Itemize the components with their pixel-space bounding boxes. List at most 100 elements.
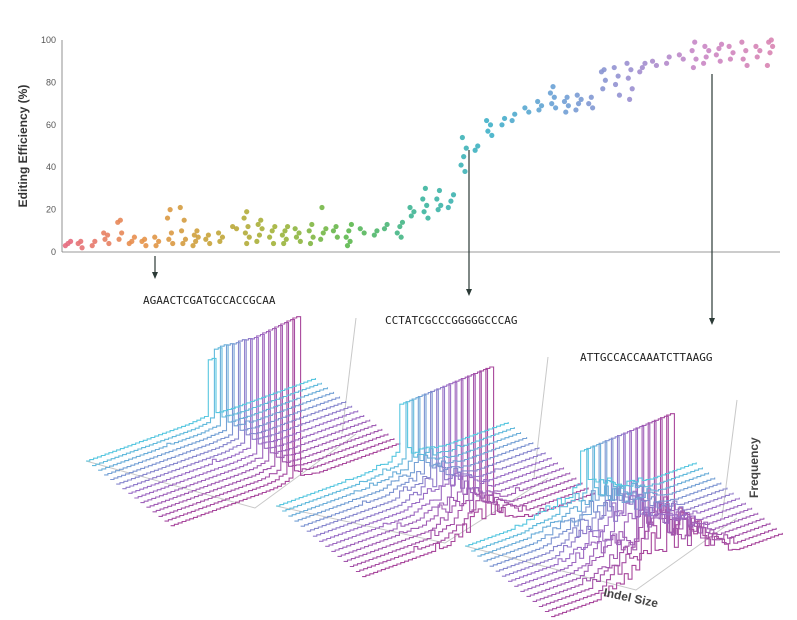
data-point (381, 226, 388, 232)
data-point (233, 226, 240, 232)
waterfall-trace (282, 399, 515, 512)
data-point (536, 107, 542, 113)
waterfall-trace (276, 402, 509, 507)
data-point (588, 94, 594, 100)
data-point (730, 50, 736, 56)
data-point (167, 207, 173, 213)
waterfall-trace (495, 436, 728, 572)
data-point (407, 204, 413, 211)
data-point (768, 37, 774, 43)
data-point (166, 236, 172, 242)
data-point (753, 43, 759, 49)
data-point (254, 238, 260, 244)
data-point (639, 64, 645, 71)
data-point (653, 62, 660, 69)
data-point (330, 228, 337, 234)
waterfall-trace (483, 441, 716, 562)
data-point (501, 115, 508, 122)
waterfall-trace (164, 319, 395, 522)
y-tick-label: 60 (46, 120, 56, 130)
data-point (256, 232, 263, 238)
data-point (244, 209, 250, 215)
data-point (310, 234, 316, 240)
waterfall-trace (532, 420, 765, 602)
data-point (424, 202, 430, 208)
data-point (615, 73, 621, 79)
frequency-label: Frequency (747, 437, 761, 498)
waterfall-trace (508, 431, 740, 582)
data-point (152, 234, 158, 240)
data-point (399, 219, 406, 225)
data-point (89, 243, 95, 249)
data-point (512, 111, 518, 117)
data-point (663, 60, 670, 66)
data-point (425, 215, 431, 221)
data-point (384, 221, 390, 228)
data-point (590, 105, 596, 111)
data-point (193, 238, 199, 244)
data-point (727, 56, 734, 62)
data-point (680, 56, 686, 62)
data-point (242, 230, 248, 236)
data-point (717, 58, 723, 64)
y-tick-label: 0 (51, 247, 56, 257)
data-point (624, 60, 630, 66)
waterfall-trace (288, 397, 522, 517)
data-point (270, 240, 277, 247)
waterfall-trace (158, 322, 389, 517)
data-point (526, 109, 532, 115)
sequence-annotations: AGAACTCGATGCCACCGCAA CCTATCGCCCGGGGGCCCA… (143, 74, 715, 364)
waterfall-trace (355, 368, 589, 573)
data-point (106, 240, 112, 247)
data-point (306, 228, 312, 234)
data-point (156, 238, 162, 244)
data-point (586, 101, 592, 107)
data-point (743, 48, 749, 54)
waterfall-trace (312, 386, 546, 537)
data-point (116, 236, 122, 242)
data-point (770, 43, 776, 49)
data-point (267, 234, 273, 240)
data-point (463, 145, 469, 151)
data-point (509, 117, 515, 124)
data-point (549, 101, 555, 107)
data-point (178, 228, 185, 234)
data-point (203, 236, 209, 242)
sequence-label-3: ATTGCCACCAAATCTTAAGG (580, 351, 712, 364)
data-point (361, 230, 367, 236)
data-point (611, 64, 617, 71)
data-point (462, 168, 468, 175)
data-point (241, 215, 247, 221)
data-point (282, 228, 288, 234)
data-point (245, 223, 251, 230)
data-point (180, 240, 186, 247)
data-point (293, 234, 300, 240)
data-point (575, 101, 582, 107)
data-point (78, 238, 84, 244)
y-tick-labels: 0 20 40 60 80 100 (41, 35, 56, 257)
data-point (397, 223, 403, 230)
data-point (573, 107, 579, 113)
data-point (535, 98, 541, 105)
data-point (246, 234, 252, 240)
data-point (244, 240, 250, 247)
y-tick-label: 100 (41, 35, 56, 45)
data-point (320, 230, 326, 236)
data-point (283, 236, 289, 242)
waterfall-trace (538, 418, 771, 608)
waterfall-wall (721, 399, 738, 519)
waterfall-trace (116, 339, 347, 485)
data-point (102, 236, 108, 242)
data-point (435, 207, 441, 213)
data-point (702, 43, 708, 49)
data-point (170, 240, 176, 247)
waterfall-floor (464, 517, 738, 591)
data-point (333, 223, 339, 230)
data-point (219, 234, 226, 240)
data-point (716, 45, 722, 52)
data-point (538, 103, 545, 109)
data-point (489, 132, 495, 138)
data-point (279, 232, 285, 238)
waterfall-trace (526, 423, 759, 597)
